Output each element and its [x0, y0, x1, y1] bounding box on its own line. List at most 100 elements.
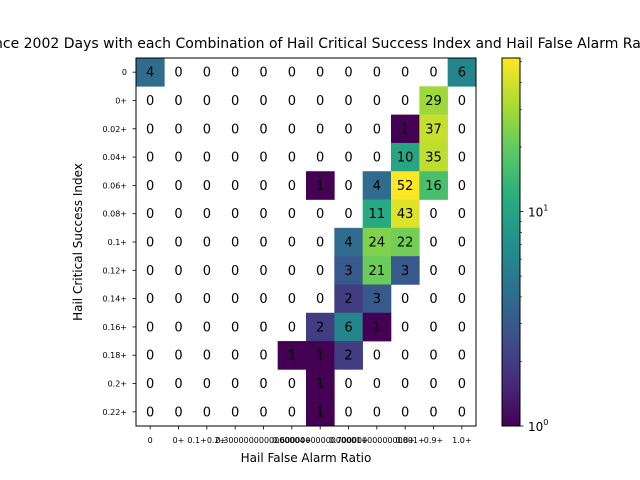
cell-value-label: 0 — [288, 405, 296, 420]
cell-value-label: 0 — [146, 292, 154, 307]
cell-value-label: 0 — [259, 405, 267, 420]
cell-value-label: 10 — [397, 151, 414, 166]
cell-value-label: 0 — [316, 236, 324, 251]
cell-value-label: 0 — [259, 236, 267, 251]
y-tick-label: 0.18+ — [102, 351, 127, 360]
cell-value-label: 6 — [344, 320, 352, 335]
cell-value-label: 0 — [344, 405, 352, 420]
x-tick-label: 0+ — [173, 436, 185, 445]
cell-value-label: 0 — [344, 66, 352, 81]
cell-value-label: 0 — [203, 292, 211, 307]
heatmap-cell — [362, 171, 392, 200]
heatmap-cell — [391, 256, 420, 285]
colorbar-tick-label: 101 — [528, 204, 548, 220]
heatmap-cell — [419, 86, 448, 115]
cell-value-label: 52 — [397, 179, 414, 194]
cell-value-label: 0 — [316, 151, 324, 166]
heatmap-cell — [419, 171, 448, 200]
cell-value-label: 24 — [369, 236, 386, 251]
cell-value-label: 0 — [231, 377, 239, 392]
cell-value-label: 0 — [231, 207, 239, 222]
heatmap-cell — [391, 227, 420, 257]
cell-value-label: 0 — [259, 292, 267, 307]
cell-value-label: 0 — [259, 207, 267, 222]
heatmap-cell — [362, 312, 392, 342]
cell-value-label: 0 — [174, 320, 182, 335]
cell-value-label: 0 — [288, 151, 296, 166]
cell-value-label: 16 — [425, 179, 442, 194]
x-axis-ticks: 0 0+ 0.1+0.2+0.3000000000000004+0.60000000… — [148, 426, 472, 445]
cell-value-label: 0 — [429, 292, 437, 307]
cell-value-label: 1 — [401, 122, 409, 137]
cell-value-label: 0 — [458, 264, 466, 279]
cell-value-label: 0 — [203, 94, 211, 109]
colorbar-ticks: 100 101 — [520, 61, 548, 434]
cell-value-label: 4 — [146, 66, 154, 81]
cell-value-label: 0 — [401, 292, 409, 307]
cell-value-label: 0 — [288, 179, 296, 194]
cell-value-label: 0 — [146, 405, 154, 420]
cell-value-label: 0 — [401, 94, 409, 109]
cell-value-label: 1 — [316, 405, 324, 420]
y-tick-label: 0.08+ — [102, 210, 127, 219]
cell-value-label: 0 — [288, 292, 296, 307]
heatmap-cell — [306, 369, 335, 398]
cell-value-label: 0 — [259, 94, 267, 109]
cell-value-label: 0 — [174, 349, 182, 364]
cell-value-label: 3 — [401, 264, 409, 279]
cell-value-label: 0 — [174, 292, 182, 307]
cell-value-label: 1 — [316, 349, 324, 364]
cell-value-label: 0 — [203, 122, 211, 137]
cell-value-label: 0 — [146, 122, 154, 137]
cell-value-label: 0 — [458, 320, 466, 335]
x-tick-label: 0.1+0.2+ — [187, 436, 226, 445]
cell-value-label: 43 — [397, 207, 414, 222]
cell-value-label: 0 — [458, 405, 466, 420]
cell-value-label: 0 — [174, 151, 182, 166]
cell-value-label: 0 — [146, 207, 154, 222]
cell-value-label: 2 — [344, 349, 352, 364]
cell-value-label: 0 — [146, 320, 154, 335]
cell-value-label: 0 — [203, 179, 211, 194]
cell-value-label: 0 — [174, 122, 182, 137]
colorbar-tick-label: 100 — [528, 418, 548, 434]
cell-value-label: 0 — [288, 264, 296, 279]
y-tick-label: 0.04+ — [102, 153, 127, 162]
cell-value-label: 37 — [425, 122, 442, 137]
cell-value-label: 0 — [259, 320, 267, 335]
cell-value-label: 0 — [458, 236, 466, 251]
cell-value-label: 0 — [316, 94, 324, 109]
cell-value-label: 0 — [458, 94, 466, 109]
y-tick-label: 0+ — [115, 96, 127, 105]
cell-value-label: 0 — [231, 94, 239, 109]
cell-value-label: 2 — [344, 292, 352, 307]
y-tick-label: 0.1+ — [108, 238, 127, 247]
heatmap-cell — [334, 256, 363, 285]
cell-value-label: 0 — [259, 122, 267, 137]
cell-value-label: 0 — [259, 151, 267, 166]
cell-value-label: 1 — [316, 179, 324, 194]
cell-value-label: 0 — [316, 264, 324, 279]
x-tick-label: 0.7000000000000001+ — [329, 436, 425, 445]
cell-value-label: 0 — [288, 66, 296, 81]
cell-value-label: 0 — [174, 66, 182, 81]
heatmap-cell — [362, 199, 392, 229]
cell-value-label: 0 — [373, 377, 381, 392]
cell-value-label: 0 — [429, 349, 437, 364]
cell-value-label: 0 — [146, 349, 154, 364]
cell-value-label: 0 — [231, 122, 239, 137]
cell-value-label: 0 — [231, 349, 239, 364]
cell-value-label: 0 — [373, 151, 381, 166]
cell-value-label: 0 — [344, 94, 352, 109]
cell-value-label: 0 — [344, 179, 352, 194]
x-tick-label: 0.6000000000000001+ — [272, 436, 368, 445]
y-tick-label: 0.06+ — [102, 181, 127, 190]
heatmap-cell — [391, 114, 420, 144]
cell-value-label: 0 — [231, 320, 239, 335]
cell-value-label: 0 — [259, 264, 267, 279]
y-tick-label: 0.22+ — [102, 408, 127, 417]
x-tick-label: 0 — [148, 436, 153, 445]
cell-value-label: 0 — [373, 94, 381, 109]
heatmap-cell — [306, 312, 335, 342]
cell-value-label: 1 — [288, 349, 296, 364]
